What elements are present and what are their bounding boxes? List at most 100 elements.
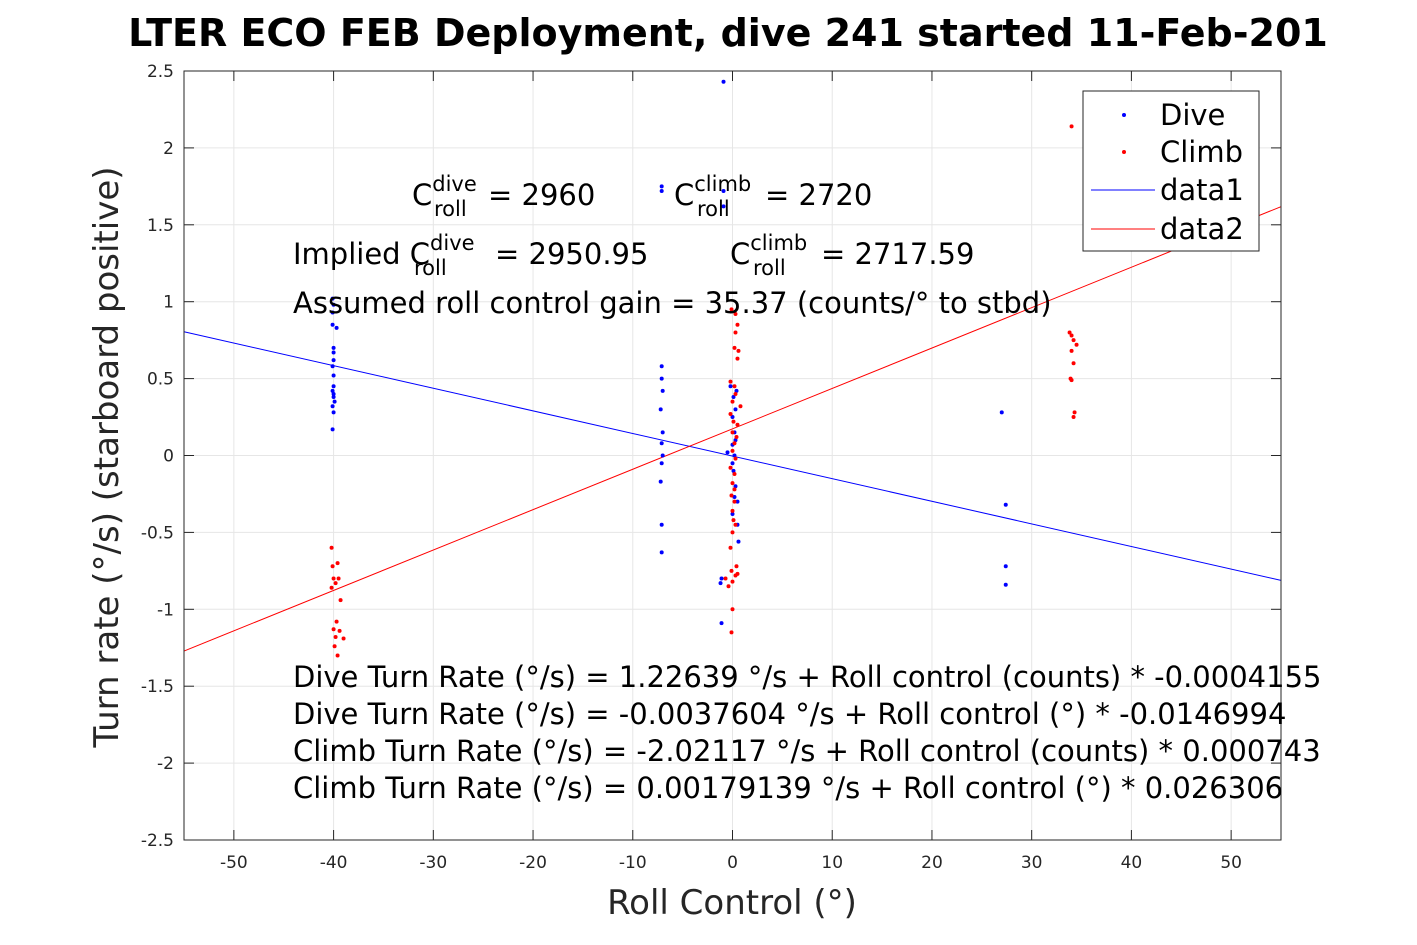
climb-point <box>729 307 734 312</box>
climb-point <box>726 584 731 589</box>
annotation-implied-c-roll-climb: Cclimb <box>730 231 807 271</box>
x-tick-label: 50 <box>1220 853 1242 873</box>
dive-point <box>659 188 664 193</box>
climb-point <box>723 576 728 581</box>
legend: Dive Climb data1 data2 <box>1082 90 1260 252</box>
dive-point <box>659 364 664 369</box>
dive-point <box>733 484 738 489</box>
annotation-implied-c-roll-climb-sub: roll <box>753 256 786 280</box>
dive-point <box>331 391 336 396</box>
legend-data1-label: data1 <box>1160 173 1244 207</box>
data-points <box>329 79 1079 658</box>
climb-point <box>729 568 734 573</box>
climb-point <box>331 576 336 581</box>
dive-point <box>330 322 335 327</box>
climb-point <box>1069 348 1074 353</box>
climb-point <box>1071 361 1076 366</box>
climb-point <box>735 322 740 327</box>
dive-point <box>1003 582 1008 587</box>
x-tick-label: -50 <box>220 853 248 873</box>
annotation-implied-c-roll-dive-value: = 2950.95 <box>495 237 648 271</box>
dive-point <box>330 296 335 301</box>
climb-point <box>732 471 737 476</box>
legend-dive-label: Dive <box>1160 98 1225 132</box>
data1-fit-line <box>183 331 1282 581</box>
y-tick-label: 0.5 <box>147 370 174 390</box>
fit-lines <box>183 206 1282 652</box>
annotation-c-roll-dive-value: = 2960 <box>488 178 595 212</box>
dive-point <box>659 376 664 381</box>
climb-point <box>730 481 735 486</box>
climb-point <box>336 576 341 581</box>
dive-point <box>331 302 336 307</box>
dive-point <box>725 450 730 455</box>
climb-point <box>334 619 339 624</box>
x-tick-label: 10 <box>821 853 843 873</box>
annotation-implied-c-roll-dive-sub: roll <box>414 256 447 280</box>
climb-point <box>730 579 735 584</box>
dive-point <box>719 576 724 581</box>
x-tick-label: 0 <box>727 853 738 873</box>
climb-point <box>333 634 338 639</box>
legend-climb-marker <box>1122 150 1126 154</box>
dive-point <box>331 410 336 415</box>
x-tick-label: 20 <box>921 853 943 873</box>
annotation-c-roll-climb: Cclimb <box>674 172 751 212</box>
climb-point <box>731 518 736 523</box>
annotation-gain: Assumed roll control gain = 35.37 (count… <box>293 286 1052 320</box>
annotation-c-roll-dive: Cdive <box>412 172 477 212</box>
climb-point <box>730 399 735 404</box>
dive-point <box>330 427 335 432</box>
x-tick-label: 30 <box>1021 853 1043 873</box>
climb-point <box>729 493 734 498</box>
climb-point <box>728 465 733 470</box>
climb-point <box>732 441 737 446</box>
climb-point <box>733 391 738 396</box>
dive-point <box>733 407 738 412</box>
legend-data2-label: data2 <box>1160 212 1244 246</box>
annotation-equation-2: Dive Turn Rate (°/s) = -0.0037604 °/s + … <box>293 697 1286 731</box>
climb-point <box>732 499 737 504</box>
y-tick-label: 2.5 <box>147 62 174 82</box>
annotation-equation-3: Climb Turn Rate (°/s) = -2.02117 °/s + R… <box>293 734 1321 768</box>
climb-point <box>329 545 334 550</box>
climb-point <box>332 644 337 649</box>
climb-point <box>728 379 733 384</box>
dive-point <box>730 461 735 466</box>
climb-point <box>730 607 735 612</box>
climb-point <box>730 430 735 435</box>
climb-point <box>730 448 735 453</box>
climb-point <box>335 653 340 658</box>
climb-point <box>735 571 740 576</box>
x-tick-label: -20 <box>519 853 547 873</box>
annotation-c-roll-dive-sub: roll <box>434 197 467 221</box>
climb-point <box>338 598 343 603</box>
dive-point <box>719 621 724 626</box>
dive-point <box>332 399 337 404</box>
dive-point <box>732 495 737 500</box>
climb-point <box>728 545 733 550</box>
climb-point <box>738 404 743 409</box>
climb-point <box>1074 342 1079 347</box>
annotation-implied-c-roll-climb-value: = 2717.59 <box>821 237 974 271</box>
y-tick-label: -1 <box>157 600 174 620</box>
climb-point <box>735 422 740 427</box>
climb-point <box>1067 330 1072 335</box>
dive-point <box>733 438 738 443</box>
y-tick-label: 1 <box>163 293 174 313</box>
x-tick-label: -40 <box>320 853 348 873</box>
climb-point <box>1072 410 1077 415</box>
data2-fit-line <box>183 206 1282 652</box>
dive-point <box>660 453 665 458</box>
climb-point <box>732 345 737 350</box>
legend-dive-marker <box>1122 113 1126 117</box>
y-tick-label: 1.5 <box>147 216 174 236</box>
legend-climb-label: Climb <box>1160 135 1243 169</box>
dive-series <box>330 79 1008 626</box>
dive-point <box>734 388 739 393</box>
x-tick-labels: -50 -40 -30 -20 -10 0 10 20 30 40 50 <box>220 853 1242 873</box>
dive-point <box>659 184 664 189</box>
dive-point <box>658 479 663 484</box>
climb-point <box>331 627 336 632</box>
